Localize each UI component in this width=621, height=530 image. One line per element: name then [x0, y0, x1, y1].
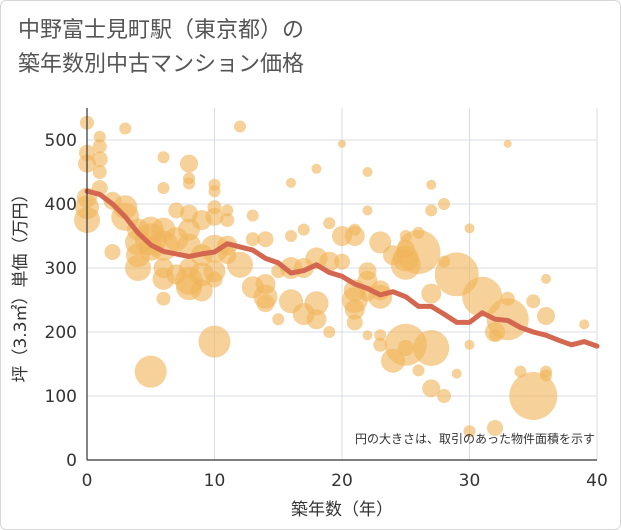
size-note: 円の大きさは、取引のあった物件面積を示す: [355, 431, 595, 446]
data-bubble: [198, 325, 231, 358]
data-bubble: [464, 339, 475, 350]
data-bubble: [412, 364, 425, 377]
data-bubble: [362, 205, 373, 216]
data-bubble: [306, 309, 327, 330]
data-bubble: [125, 255, 151, 281]
data-bubble: [397, 340, 414, 356]
data-bubble: [205, 207, 224, 226]
data-bubble: [245, 232, 260, 247]
data-bubble: [157, 151, 170, 164]
y-tick-labels: 0 100 200 300 400 500: [45, 131, 77, 471]
data-bubble: [234, 120, 246, 133]
data-bubble: [93, 130, 106, 143]
data-bubble: [304, 291, 329, 316]
data-bubble: [463, 425, 476, 438]
y-tick-label: 500: [45, 131, 77, 151]
title-line-1: 中野富士見町駅（東京都）の: [18, 18, 305, 43]
data-bubble: [285, 230, 297, 242]
data-bubble: [373, 337, 388, 352]
data-bubble: [190, 279, 213, 302]
data-bubble: [221, 204, 234, 217]
data-bubble: [323, 217, 336, 230]
data-bubble: [104, 244, 121, 260]
data-bubble: [537, 307, 555, 325]
data-bubble: [91, 151, 108, 168]
x-tick-labels: 0 10 20 30 40: [82, 471, 608, 491]
data-bubble: [286, 177, 296, 188]
y-tick-label: 100: [45, 387, 77, 407]
data-bubble: [344, 226, 365, 246]
data-bubble: [413, 330, 450, 366]
data-bubble: [396, 230, 441, 274]
x-tick-label: 20: [331, 471, 353, 491]
data-bubble: [338, 139, 346, 148]
data-bubble: [208, 185, 221, 198]
axes: [86, 108, 597, 461]
data-bubble: [311, 163, 322, 174]
data-bubble: [509, 372, 558, 420]
data-bubble: [437, 389, 451, 403]
y-tick-label: 300: [45, 259, 77, 279]
data-bubble: [425, 204, 438, 217]
data-bubble: [362, 167, 373, 177]
data-bubble: [438, 198, 450, 210]
data-bubble: [541, 273, 551, 284]
data-bubble: [346, 314, 363, 331]
y-tick-label: 200: [45, 323, 77, 343]
data-bubble: [157, 182, 170, 194]
data-bubble: [183, 177, 195, 190]
x-tick-label: 0: [82, 471, 93, 491]
trend-line: [84, 188, 600, 349]
data-bubble: [540, 369, 552, 382]
data-bubble: [421, 283, 442, 304]
data-bubble: [579, 319, 590, 330]
bubble-series: [74, 115, 590, 438]
data-bubble: [451, 368, 462, 379]
y-tick-label: 0: [66, 451, 77, 471]
data-bubble: [344, 299, 365, 320]
data-bubble: [246, 209, 259, 222]
data-bubble: [206, 271, 223, 288]
title-line-2: 築年数別中古マンション価格: [18, 52, 305, 77]
data-bubble: [220, 213, 235, 227]
data-bubble: [426, 179, 437, 190]
data-bubble: [503, 139, 512, 148]
x-tick-label: 30: [459, 471, 481, 491]
data-bubble: [374, 329, 387, 342]
data-bubble: [180, 154, 198, 173]
chart-title: 中野富士見町駅（東京都）の 築年数別中古マンション価格: [18, 14, 304, 82]
data-bubble: [323, 326, 336, 338]
data-bubble: [227, 251, 253, 278]
data-bubble: [334, 253, 350, 270]
y-axis-label: 坪（3.3㎡）単価（万円）: [11, 185, 31, 382]
data-bubble: [272, 313, 285, 326]
data-bubble: [526, 294, 541, 309]
x-tick-label: 10: [204, 471, 226, 491]
data-bubble: [257, 231, 274, 248]
data-bubble: [362, 330, 373, 341]
data-bubble: [92, 139, 107, 154]
data-bubble: [134, 355, 167, 388]
data-bubble: [487, 420, 503, 436]
y-tick-label: 400: [45, 195, 77, 215]
data-bubble: [92, 165, 107, 179]
data-bubble: [464, 223, 475, 234]
data-bubble: [369, 231, 392, 254]
x-tick-label: 40: [586, 471, 608, 491]
data-bubble: [119, 122, 132, 135]
x-axis-label: 築年数（年）: [291, 500, 393, 520]
data-bubble: [422, 379, 441, 398]
data-bubble: [297, 223, 310, 236]
data-bubble: [156, 291, 171, 306]
data-bubble: [256, 294, 275, 313]
